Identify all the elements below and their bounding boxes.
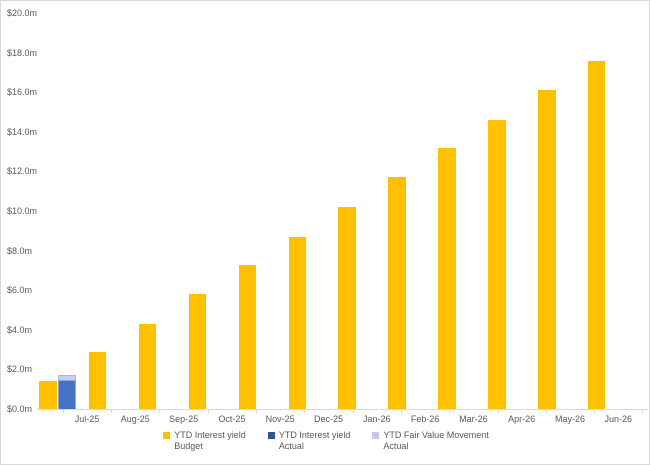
x-axis-tick-mark — [353, 409, 354, 413]
bar-budget-mar-26[interactable] — [438, 147, 456, 409]
legend-marker-icon — [267, 432, 275, 439]
bar-actual-jul-25[interactable] — [57, 380, 76, 409]
y-axis-tick-label--20-0m: $20.0m — [7, 8, 38, 18]
x-axis-tick-mark — [546, 409, 547, 413]
x-axis-tick-mark — [111, 409, 112, 413]
legend-item-ytd-fair-value-movement-actual[interactable]: YTD Fair Value Movement Actual — [372, 430, 489, 452]
chart-legend: YTD Interest yield Budget YTD Interest yie… — [1, 430, 649, 452]
x-axis-tick-label-sep-25: Sep-25 — [169, 414, 199, 424]
y-axis-tick-label--4-0m: $4.0m — [7, 324, 33, 335]
x-axis-tick-label-aug-25: Aug-25 — [120, 414, 150, 424]
bar-fair-value-jul-25[interactable] — [57, 375, 76, 381]
x-axis-tick-mark — [594, 409, 595, 413]
bar-budget-apr-26[interactable] — [488, 119, 506, 409]
legend-label: YTD Fair Value Movement Actual — [383, 430, 489, 451]
legend-marker-icon — [372, 432, 380, 439]
y-axis-tick-label--6-0m: $6.0m — [7, 285, 33, 296]
bar-budget-jan-26[interactable] — [338, 207, 356, 409]
bar-budget-aug-25[interactable] — [88, 351, 107, 409]
legend-item-ytd-interest-yield-budget[interactable]: YTD Interest yield Budget — [163, 430, 246, 452]
y-axis-tick-label--2-0m: $2.0m — [7, 364, 33, 375]
x-axis-tick-label-oct-25: Oct-25 — [218, 414, 246, 424]
x-axis-tick-label-jun-26: Jun-26 — [604, 414, 633, 424]
x-axis-tick-mark — [159, 409, 160, 413]
y-axis-tick-label--8-0m: $8.0m — [7, 245, 33, 256]
x-axis-tick-label-dec-25: Dec-25 — [313, 414, 343, 424]
x-axis-tick-label-feb-26: Feb-26 — [410, 414, 440, 424]
y-axis-tick-label--16-0m: $16.0m — [7, 87, 38, 98]
y-axis-tick-label--14-0m: $14.0m — [7, 126, 38, 137]
legend-label: YTD Interest yield Budget — [174, 430, 246, 451]
x-axis-line — [37, 409, 648, 410]
x-axis-tick-mark — [208, 409, 209, 413]
bar-budget-jul-25[interactable] — [39, 381, 57, 409]
x-axis-tick-label-mar-26: Mar-26 — [459, 414, 488, 424]
y-axis-tick-label--10-0m: $10.0m — [7, 206, 38, 216]
x-axis-tick-label-apr-26: Apr-26 — [508, 414, 536, 424]
x-axis-tick-label-jan-26: Jan-26 — [363, 414, 391, 424]
x-axis-tick-mark — [256, 409, 257, 413]
x-axis-tick-mark — [401, 409, 402, 413]
y-axis-tick-label--12-0m: $12.0m — [7, 166, 38, 177]
legend-label: YTD Interest yield Actual — [278, 430, 351, 451]
bar-budget-jun-26[interactable] — [587, 60, 606, 409]
x-axis-tick-mark — [642, 409, 643, 413]
x-axis-tick-label-jul-25: Jul-25 — [74, 414, 100, 424]
x-axis-tick-mark — [63, 409, 64, 413]
legend-marker-icon — [163, 432, 171, 439]
bar-budget-dec-25[interactable] — [288, 236, 306, 409]
bar-budget-oct-25[interactable] — [188, 294, 207, 409]
x-axis-tick-label-nov-25: Nov-25 — [265, 414, 295, 424]
x-axis-tick-label-may-26: May-26 — [554, 414, 585, 424]
bar-budget-may-26[interactable] — [538, 90, 556, 409]
bar-budget-sep-25[interactable] — [138, 323, 157, 409]
x-axis-tick-mark — [498, 409, 499, 413]
bar-budget-feb-26[interactable] — [388, 177, 406, 409]
x-axis-tick-mark — [449, 409, 450, 413]
legend-item-ytd-interest-yield-actual[interactable]: YTD Interest yield Actual — [267, 430, 351, 452]
y-axis-tick-label--18-0m: $18.0m — [7, 47, 38, 58]
bar-budget-nov-25[interactable] — [238, 264, 257, 409]
y-axis-tick-label--0-0m: $0.0m — [7, 404, 33, 414]
x-axis-tick-mark — [304, 409, 305, 413]
